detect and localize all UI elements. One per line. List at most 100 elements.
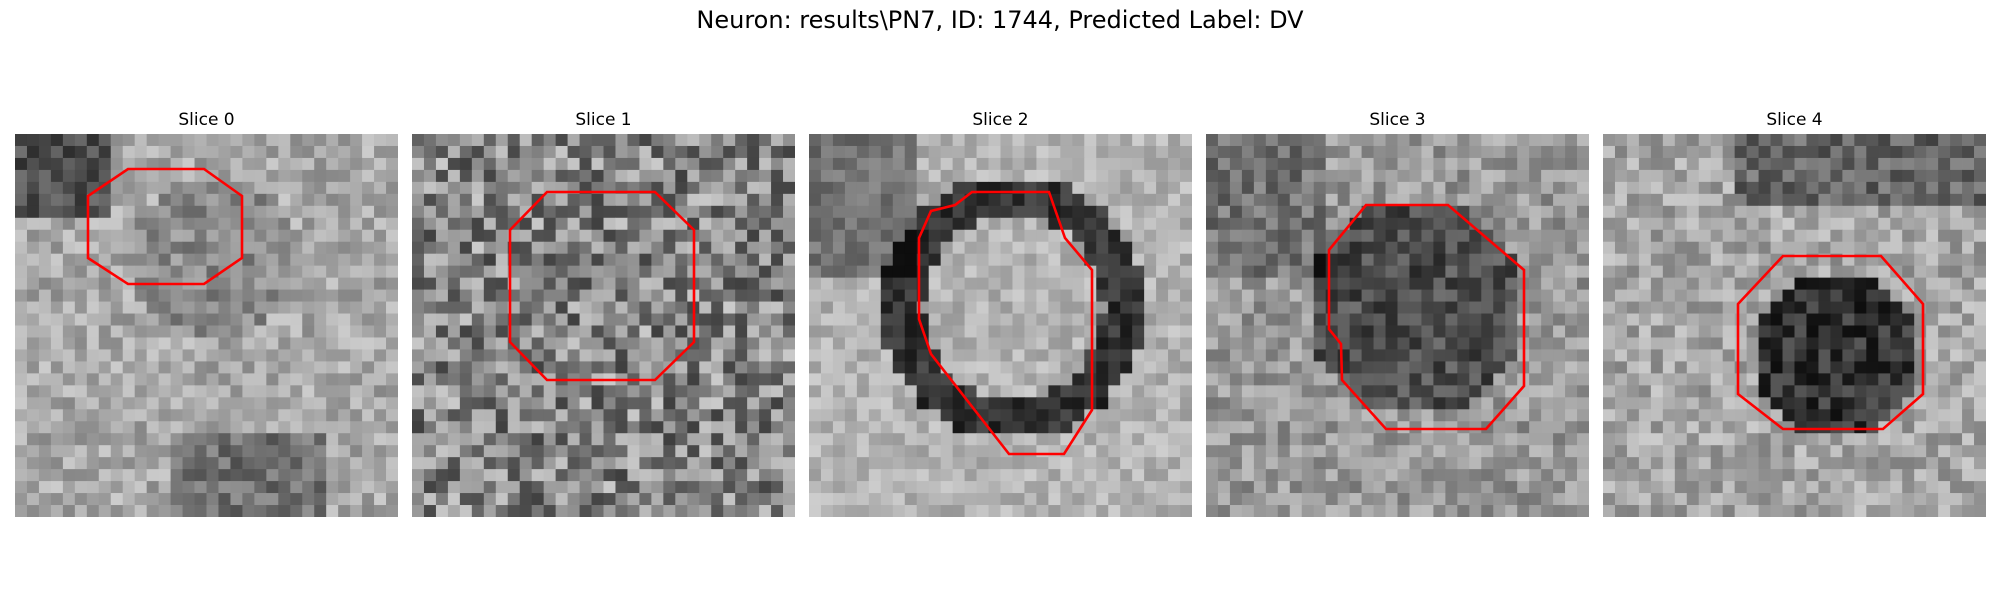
pixel [254, 361, 267, 374]
pixel [1337, 265, 1351, 279]
pixel [988, 313, 1001, 326]
pixel [362, 505, 375, 517]
pixel [1072, 397, 1085, 410]
pixel [374, 409, 387, 422]
pixel [290, 397, 303, 410]
pixel [615, 433, 628, 446]
pixel [1722, 181, 1736, 195]
pixel [1638, 253, 1652, 267]
pixel [362, 409, 375, 422]
pixel [1603, 265, 1616, 279]
pixel [567, 493, 580, 506]
pixel [86, 409, 100, 422]
pixel [675, 301, 688, 314]
pixel [218, 361, 231, 374]
pixel [1529, 193, 1542, 207]
pixel [38, 469, 52, 482]
pixel [952, 421, 965, 434]
pixel [1577, 181, 1589, 195]
pixel [1926, 349, 1939, 362]
pixel [1253, 301, 1267, 314]
pixel [1902, 193, 1915, 207]
pixel [62, 373, 76, 386]
pixel [1289, 169, 1303, 183]
pixel [1902, 337, 1915, 350]
pixel [1914, 241, 1927, 255]
pixel [483, 337, 497, 350]
pixel [15, 445, 28, 458]
pixel [1108, 313, 1121, 326]
pixel [892, 241, 906, 255]
pixel [591, 277, 604, 290]
pixel [1361, 361, 1374, 374]
pixel [98, 265, 112, 279]
pixel [1938, 337, 1951, 350]
pixel [266, 505, 279, 517]
pixel [1469, 241, 1482, 255]
pixel [783, 337, 795, 350]
pixel [976, 373, 989, 386]
pixel [1289, 469, 1303, 482]
pixel [170, 157, 183, 171]
pixel [868, 337, 882, 350]
pixel [1603, 433, 1616, 446]
pixel [1301, 337, 1315, 350]
pixel [471, 253, 485, 267]
pixel [687, 493, 700, 506]
pixel [1481, 313, 1494, 326]
pixel [1890, 217, 1903, 231]
pixel [783, 193, 795, 207]
pixel [471, 493, 485, 506]
pixel [146, 265, 160, 279]
pixel [856, 157, 870, 171]
pixel [1385, 145, 1398, 159]
pixel [892, 301, 906, 314]
pixel [615, 469, 628, 482]
pixel [1854, 169, 1867, 183]
pixel [531, 181, 545, 195]
pixel [519, 134, 533, 147]
pixel [1650, 277, 1664, 290]
pixel [1132, 385, 1145, 398]
pixel [302, 337, 315, 350]
pixel [1289, 445, 1303, 458]
pixel [1217, 397, 1231, 410]
pixel [615, 457, 628, 470]
pixel [1926, 289, 1939, 302]
pixel [1409, 193, 1422, 207]
pixel [206, 301, 219, 314]
pixel [1060, 313, 1073, 326]
pixel [1890, 253, 1903, 267]
pixel [1349, 337, 1362, 350]
pixel [555, 493, 568, 506]
pixel [1421, 421, 1434, 434]
pixel [86, 145, 100, 159]
pixel [1577, 361, 1589, 374]
pixel [290, 169, 303, 183]
pixel [687, 433, 700, 446]
pixel [218, 433, 231, 446]
pixel [158, 361, 171, 374]
pixel [1108, 253, 1121, 267]
pixel [435, 421, 449, 434]
pixel [1265, 241, 1279, 255]
pixel [447, 505, 461, 517]
pixel [146, 505, 160, 517]
pixel [1650, 169, 1664, 183]
pixel [964, 205, 977, 219]
pixel [1397, 253, 1410, 267]
pixel [266, 469, 279, 482]
pixel [1144, 481, 1157, 494]
pixel [1565, 373, 1578, 386]
pixel [1217, 289, 1231, 302]
pixel [771, 277, 784, 290]
pixel [350, 301, 363, 314]
pixel [1902, 157, 1915, 171]
pixel [507, 134, 521, 147]
pixel [1180, 385, 1192, 398]
pixel [1445, 193, 1458, 207]
pixel [759, 134, 772, 147]
pixel [988, 337, 1001, 350]
pixel [290, 229, 303, 243]
pixel [134, 265, 148, 279]
